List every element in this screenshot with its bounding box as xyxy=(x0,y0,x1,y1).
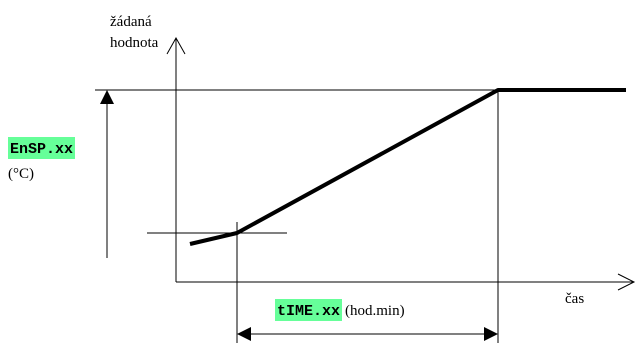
setpoint-dimension-arrowhead xyxy=(100,90,114,104)
setpoint-ramp-curve xyxy=(189,88,626,246)
x-axis-label: čas xyxy=(565,291,584,307)
setpoint-unit: (°C) xyxy=(8,166,34,182)
time-dimension-arrowhead-right xyxy=(484,327,498,341)
time-code: tIME.xx xyxy=(277,303,340,320)
x-axis-arrowhead xyxy=(617,273,636,291)
y-axis-label-line2: hodnota xyxy=(110,35,159,51)
time-dimension-arrowhead-left xyxy=(237,327,251,341)
time-code-highlight xyxy=(275,299,342,321)
y-axis-arrowhead xyxy=(166,36,186,55)
setpoint-code-highlight xyxy=(8,137,75,159)
setpoint-code: EnSP.xx xyxy=(10,141,73,158)
y-axis-label-line1: žádaná xyxy=(110,14,152,30)
time-unit: (hod.min) xyxy=(345,303,405,319)
